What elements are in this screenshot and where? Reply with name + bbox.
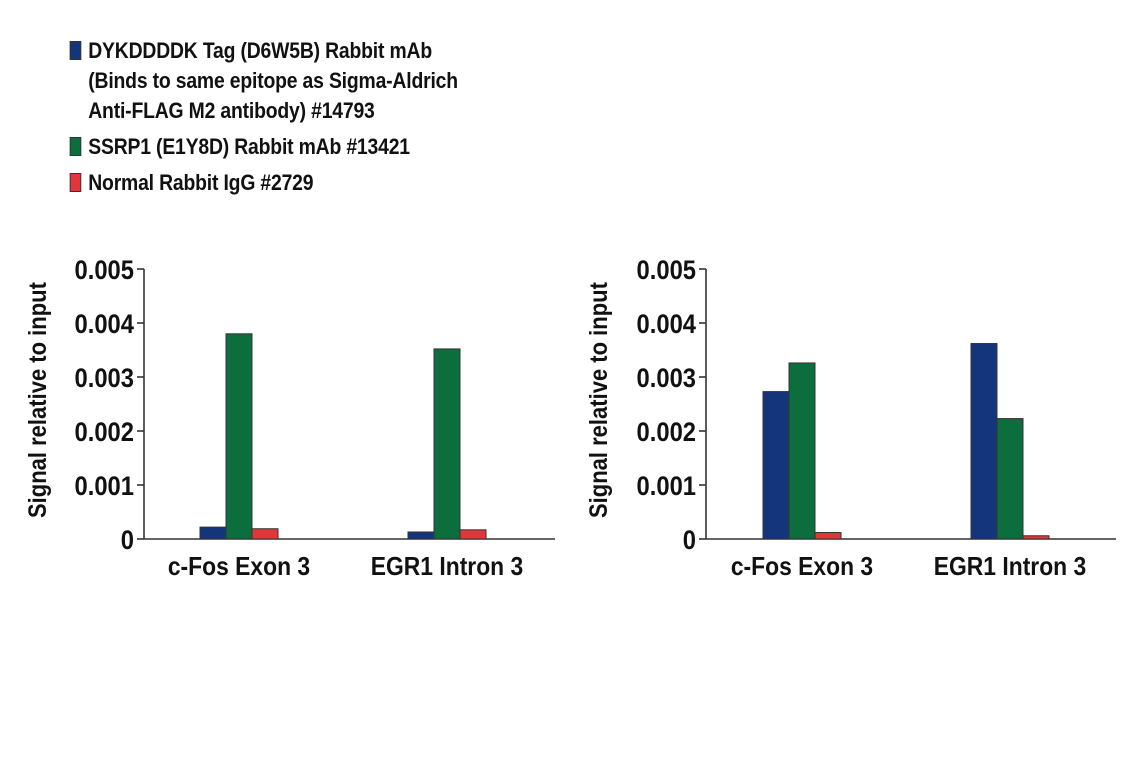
legend-label-line: DYKDDDDK Tag (D6W5B) Rabbit mAb <box>88 38 432 63</box>
x-category-label: EGR1 Intron 3 <box>371 553 523 582</box>
bar <box>1022 535 1050 540</box>
legend-item-dykddddk: DYKDDDDK Tag (D6W5B) Rabbit mAb (Binds t… <box>68 36 458 126</box>
y-tick-label: 0.004 <box>637 310 696 340</box>
y-tick-label: 0.002 <box>75 418 134 448</box>
legend-swatch-blue <box>69 41 82 60</box>
bar <box>225 333 253 540</box>
bar <box>762 391 790 540</box>
y-tick-label: 0.004 <box>75 310 134 340</box>
bar <box>459 529 487 540</box>
y-tick-label: 0.001 <box>75 472 134 502</box>
bar <box>996 418 1024 540</box>
legend-swatch-green <box>69 137 82 156</box>
y-tick-label: 0 <box>683 526 696 556</box>
y-tick-label: 0.003 <box>75 364 134 394</box>
legend: DYKDDDDK Tag (D6W5B) Rabbit mAb (Binds t… <box>68 36 511 198</box>
bar <box>433 348 461 540</box>
x-category-label: c-Fos Exon 3 <box>168 553 310 582</box>
legend-swatch-red <box>69 173 82 192</box>
bar <box>251 528 279 540</box>
legend-item-igg: Normal Rabbit IgG #2729 <box>68 168 458 198</box>
y-tick-label: 0 <box>121 526 134 556</box>
legend-label-line: (Binds to same epitope as Sigma-Aldrich <box>88 68 458 93</box>
bar <box>970 343 998 540</box>
bar <box>788 362 816 540</box>
y-tick-label: 0.003 <box>637 364 696 394</box>
y-tick-label: 0.005 <box>637 256 696 286</box>
y-tick-label: 0.001 <box>637 472 696 502</box>
legend-label-line: SSRP1 (E1Y8D) Rabbit mAb #13421 <box>88 134 410 159</box>
legend-item-ssrp1: SSRP1 (E1Y8D) Rabbit mAb #13421 <box>68 132 458 162</box>
y-tick-label: 0.002 <box>637 418 696 448</box>
legend-label-line: Anti-FLAG M2 antibody) #14793 <box>88 98 375 123</box>
y-tick-label: 0.005 <box>75 256 134 286</box>
bar <box>814 532 842 540</box>
x-category-label: EGR1 Intron 3 <box>934 553 1086 582</box>
x-category-label: c-Fos Exon 3 <box>731 553 873 582</box>
legend-label-line: Normal Rabbit IgG #2729 <box>88 170 314 195</box>
